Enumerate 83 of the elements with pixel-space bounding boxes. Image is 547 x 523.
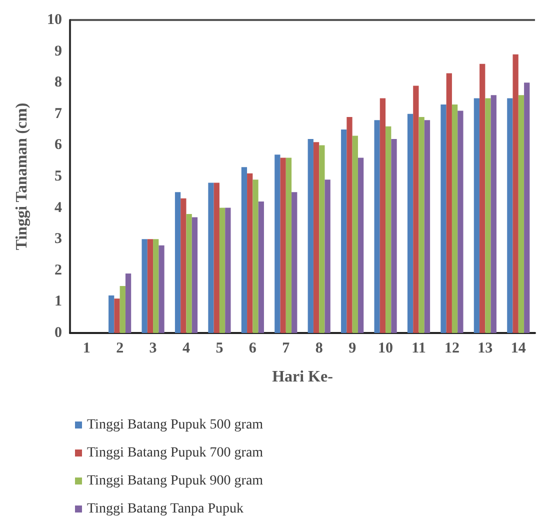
x-axis-title: Hari Ke- — [272, 368, 333, 386]
x-tick-label: 8 — [315, 340, 323, 356]
y-axis-title: Tinggi Tanaman (cm) — [14, 102, 30, 250]
y-tick-label: 10 — [47, 12, 62, 28]
y-tick-label: 1 — [54, 294, 62, 310]
y-tick-label: 3 — [54, 231, 62, 248]
y-tick-label: 8 — [54, 74, 62, 91]
bar — [158, 245, 164, 333]
bar — [208, 182, 214, 333]
bar — [358, 158, 364, 333]
bar — [446, 73, 452, 333]
legend-label: Tinggi Batang Pupuk 500 gram — [87, 418, 264, 432]
bar — [308, 138, 314, 333]
bar — [247, 173, 253, 333]
bar — [474, 98, 480, 333]
bar — [440, 104, 446, 333]
bar — [280, 158, 286, 333]
bar — [192, 217, 198, 333]
legend-label: Tinggi Batang Pupuk 900 gram — [87, 474, 264, 488]
y-tick-label: 6 — [54, 137, 62, 154]
y-tick-label: 2 — [54, 262, 62, 278]
bar — [319, 145, 325, 333]
y-tick-label: 7 — [54, 106, 62, 122]
bar — [292, 192, 298, 333]
bar — [418, 117, 424, 333]
x-tick-label: 5 — [216, 340, 224, 356]
bar — [507, 98, 513, 333]
bar — [524, 82, 530, 333]
bar — [490, 95, 496, 333]
x-tick-label: 6 — [248, 340, 257, 356]
bar — [147, 239, 154, 333]
bar — [480, 64, 486, 333]
bar — [452, 104, 458, 333]
bar — [258, 202, 264, 333]
bar — [324, 180, 330, 333]
legend-label: Tinggi Batang Tanpa Pupuk — [87, 502, 244, 516]
x-tick-label: 10 — [378, 340, 394, 356]
bar — [458, 110, 464, 333]
x-tick-label: 7 — [282, 340, 290, 356]
bar — [153, 239, 159, 333]
bar — [174, 192, 181, 333]
y-tick-label: 4 — [54, 200, 62, 216]
bar — [186, 214, 192, 333]
y-tick-label: 9 — [54, 43, 62, 60]
bar — [512, 54, 518, 333]
x-tick-label: 9 — [348, 340, 356, 356]
bar — [313, 142, 320, 333]
bar — [374, 120, 380, 333]
x-tick-label: 4 — [182, 340, 190, 356]
x-tick-label: 2 — [116, 340, 124, 356]
bar — [274, 154, 280, 333]
x-tick-label: 13 — [478, 340, 493, 356]
y-tick-label: 0 — [54, 325, 62, 341]
bar — [214, 182, 220, 333]
x-tick-label: 11 — [412, 340, 426, 356]
bar — [413, 86, 419, 333]
bar — [142, 239, 148, 333]
x-tick-label: 3 — [149, 340, 157, 356]
bar — [341, 130, 347, 333]
y-tick-label: 5 — [54, 168, 62, 184]
bar — [219, 208, 226, 333]
bar — [352, 136, 358, 333]
bar — [120, 286, 126, 333]
bar — [518, 95, 524, 333]
bar — [114, 298, 120, 333]
bar — [252, 180, 258, 333]
bar — [407, 114, 414, 333]
bar — [391, 138, 397, 333]
bar — [286, 158, 292, 333]
bar — [380, 98, 386, 333]
bar — [108, 295, 114, 333]
x-tick-label: 14 — [510, 340, 526, 356]
bar — [424, 120, 430, 333]
bar — [125, 274, 132, 333]
bar — [241, 167, 248, 333]
bar — [225, 208, 231, 333]
x-tick-label: 12 — [444, 340, 460, 356]
bar — [485, 98, 491, 333]
x-tick-label: 1 — [82, 340, 90, 356]
legend-label: Tinggi Batang Pupuk 700 gram — [87, 446, 264, 460]
bar — [346, 117, 352, 333]
bar — [386, 126, 392, 333]
bar — [180, 198, 186, 333]
